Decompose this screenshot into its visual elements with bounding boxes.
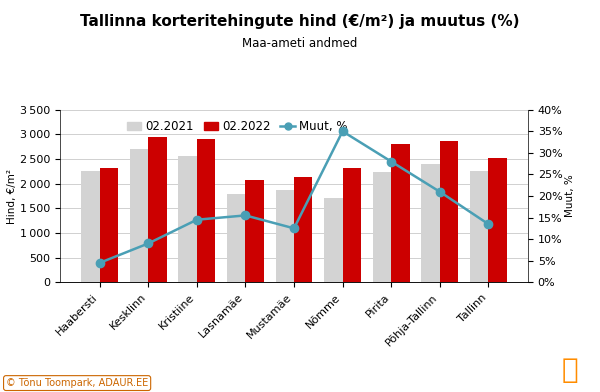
Bar bbox=[391, 144, 410, 282]
Legend: 02.2021, 02.2022, Muut, %: 02.2021, 02.2022, Muut, % bbox=[122, 116, 353, 138]
Bar bbox=[275, 190, 294, 282]
Bar bbox=[197, 139, 215, 282]
Y-axis label: Muut, %: Muut, % bbox=[565, 174, 575, 218]
Bar bbox=[178, 156, 197, 282]
Bar bbox=[294, 177, 313, 282]
Bar bbox=[100, 168, 118, 282]
Bar bbox=[148, 137, 167, 282]
Bar bbox=[343, 169, 361, 282]
Text: 🏠: 🏠 bbox=[562, 356, 578, 384]
Y-axis label: Hind, €/m²: Hind, €/m² bbox=[7, 169, 17, 223]
Bar bbox=[81, 171, 100, 282]
Bar bbox=[470, 171, 488, 282]
Bar bbox=[440, 141, 458, 282]
Bar bbox=[488, 158, 507, 282]
Bar bbox=[421, 165, 440, 282]
Text: © Tõnu Toompark, ADAUR.EE: © Tõnu Toompark, ADAUR.EE bbox=[6, 378, 148, 388]
Text: Tallinna korteritehingute hind (€/m²) ja muutus (%): Tallinna korteritehingute hind (€/m²) ja… bbox=[80, 14, 520, 29]
Bar bbox=[373, 172, 391, 282]
Bar bbox=[245, 180, 264, 282]
Bar bbox=[324, 198, 343, 282]
Bar bbox=[130, 149, 148, 282]
Bar bbox=[227, 194, 245, 282]
Text: Maa-ameti andmed: Maa-ameti andmed bbox=[242, 37, 358, 50]
